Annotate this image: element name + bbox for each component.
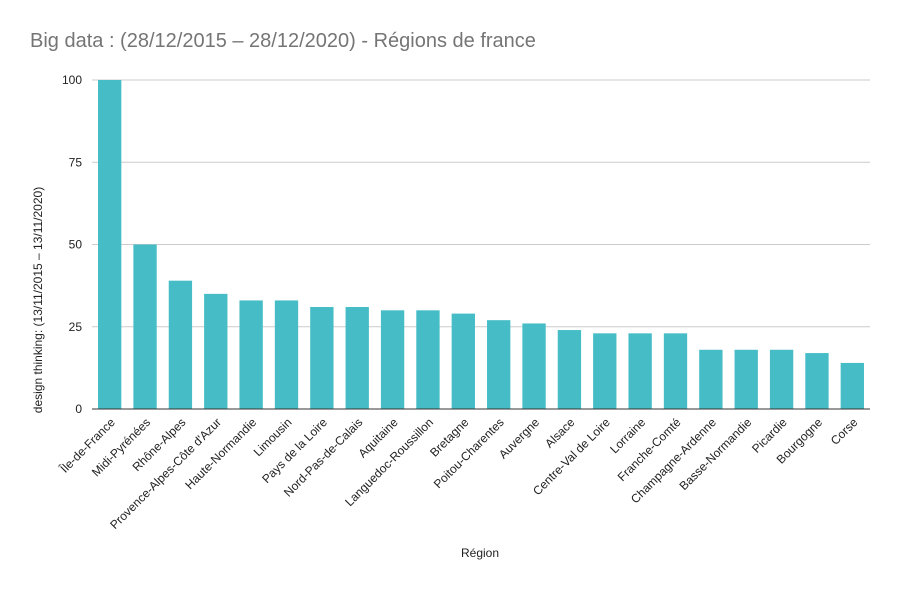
- x-tick-labels: Île-de-FranceMidi-PyrénéesRhône-AlpesPro…: [56, 414, 861, 532]
- bar: [557, 330, 582, 409]
- x-axis-title: Région: [461, 546, 499, 560]
- bar: [416, 310, 440, 409]
- y-tick-label: 25: [69, 320, 83, 334]
- y-tick-label: 50: [69, 238, 83, 252]
- bar: [239, 300, 263, 409]
- y-tick-label: 0: [75, 402, 82, 416]
- y-tick-label: 75: [69, 155, 83, 169]
- bar: [805, 353, 829, 409]
- bar: [840, 362, 864, 409]
- x-tick-label: Corse: [828, 415, 861, 448]
- bar: [168, 280, 193, 409]
- bar: [769, 349, 794, 409]
- bar: [663, 333, 688, 409]
- y-tick-labels: 0 25 50 75 100: [62, 73, 82, 416]
- bar: [487, 320, 511, 409]
- bar: [734, 349, 758, 409]
- bar: [451, 313, 475, 409]
- gridlines: [92, 79, 870, 328]
- bar: [310, 307, 334, 409]
- chart-title: Big data : (28/12/2015 – 28/12/2020) - R…: [30, 30, 536, 52]
- bar: [204, 293, 228, 409]
- bar: [380, 310, 405, 409]
- bar: [98, 80, 122, 409]
- y-axis-title: design thinking: (13/11/2015 – 13/11/202…: [31, 187, 45, 413]
- y-tick-label: 100: [62, 73, 82, 87]
- bar: [628, 333, 652, 409]
- bar: [133, 244, 157, 409]
- bar: [593, 333, 617, 409]
- bars: [98, 80, 864, 409]
- bar: [345, 307, 369, 409]
- bar: [699, 349, 723, 409]
- bar: [522, 323, 546, 409]
- bar: [274, 300, 299, 409]
